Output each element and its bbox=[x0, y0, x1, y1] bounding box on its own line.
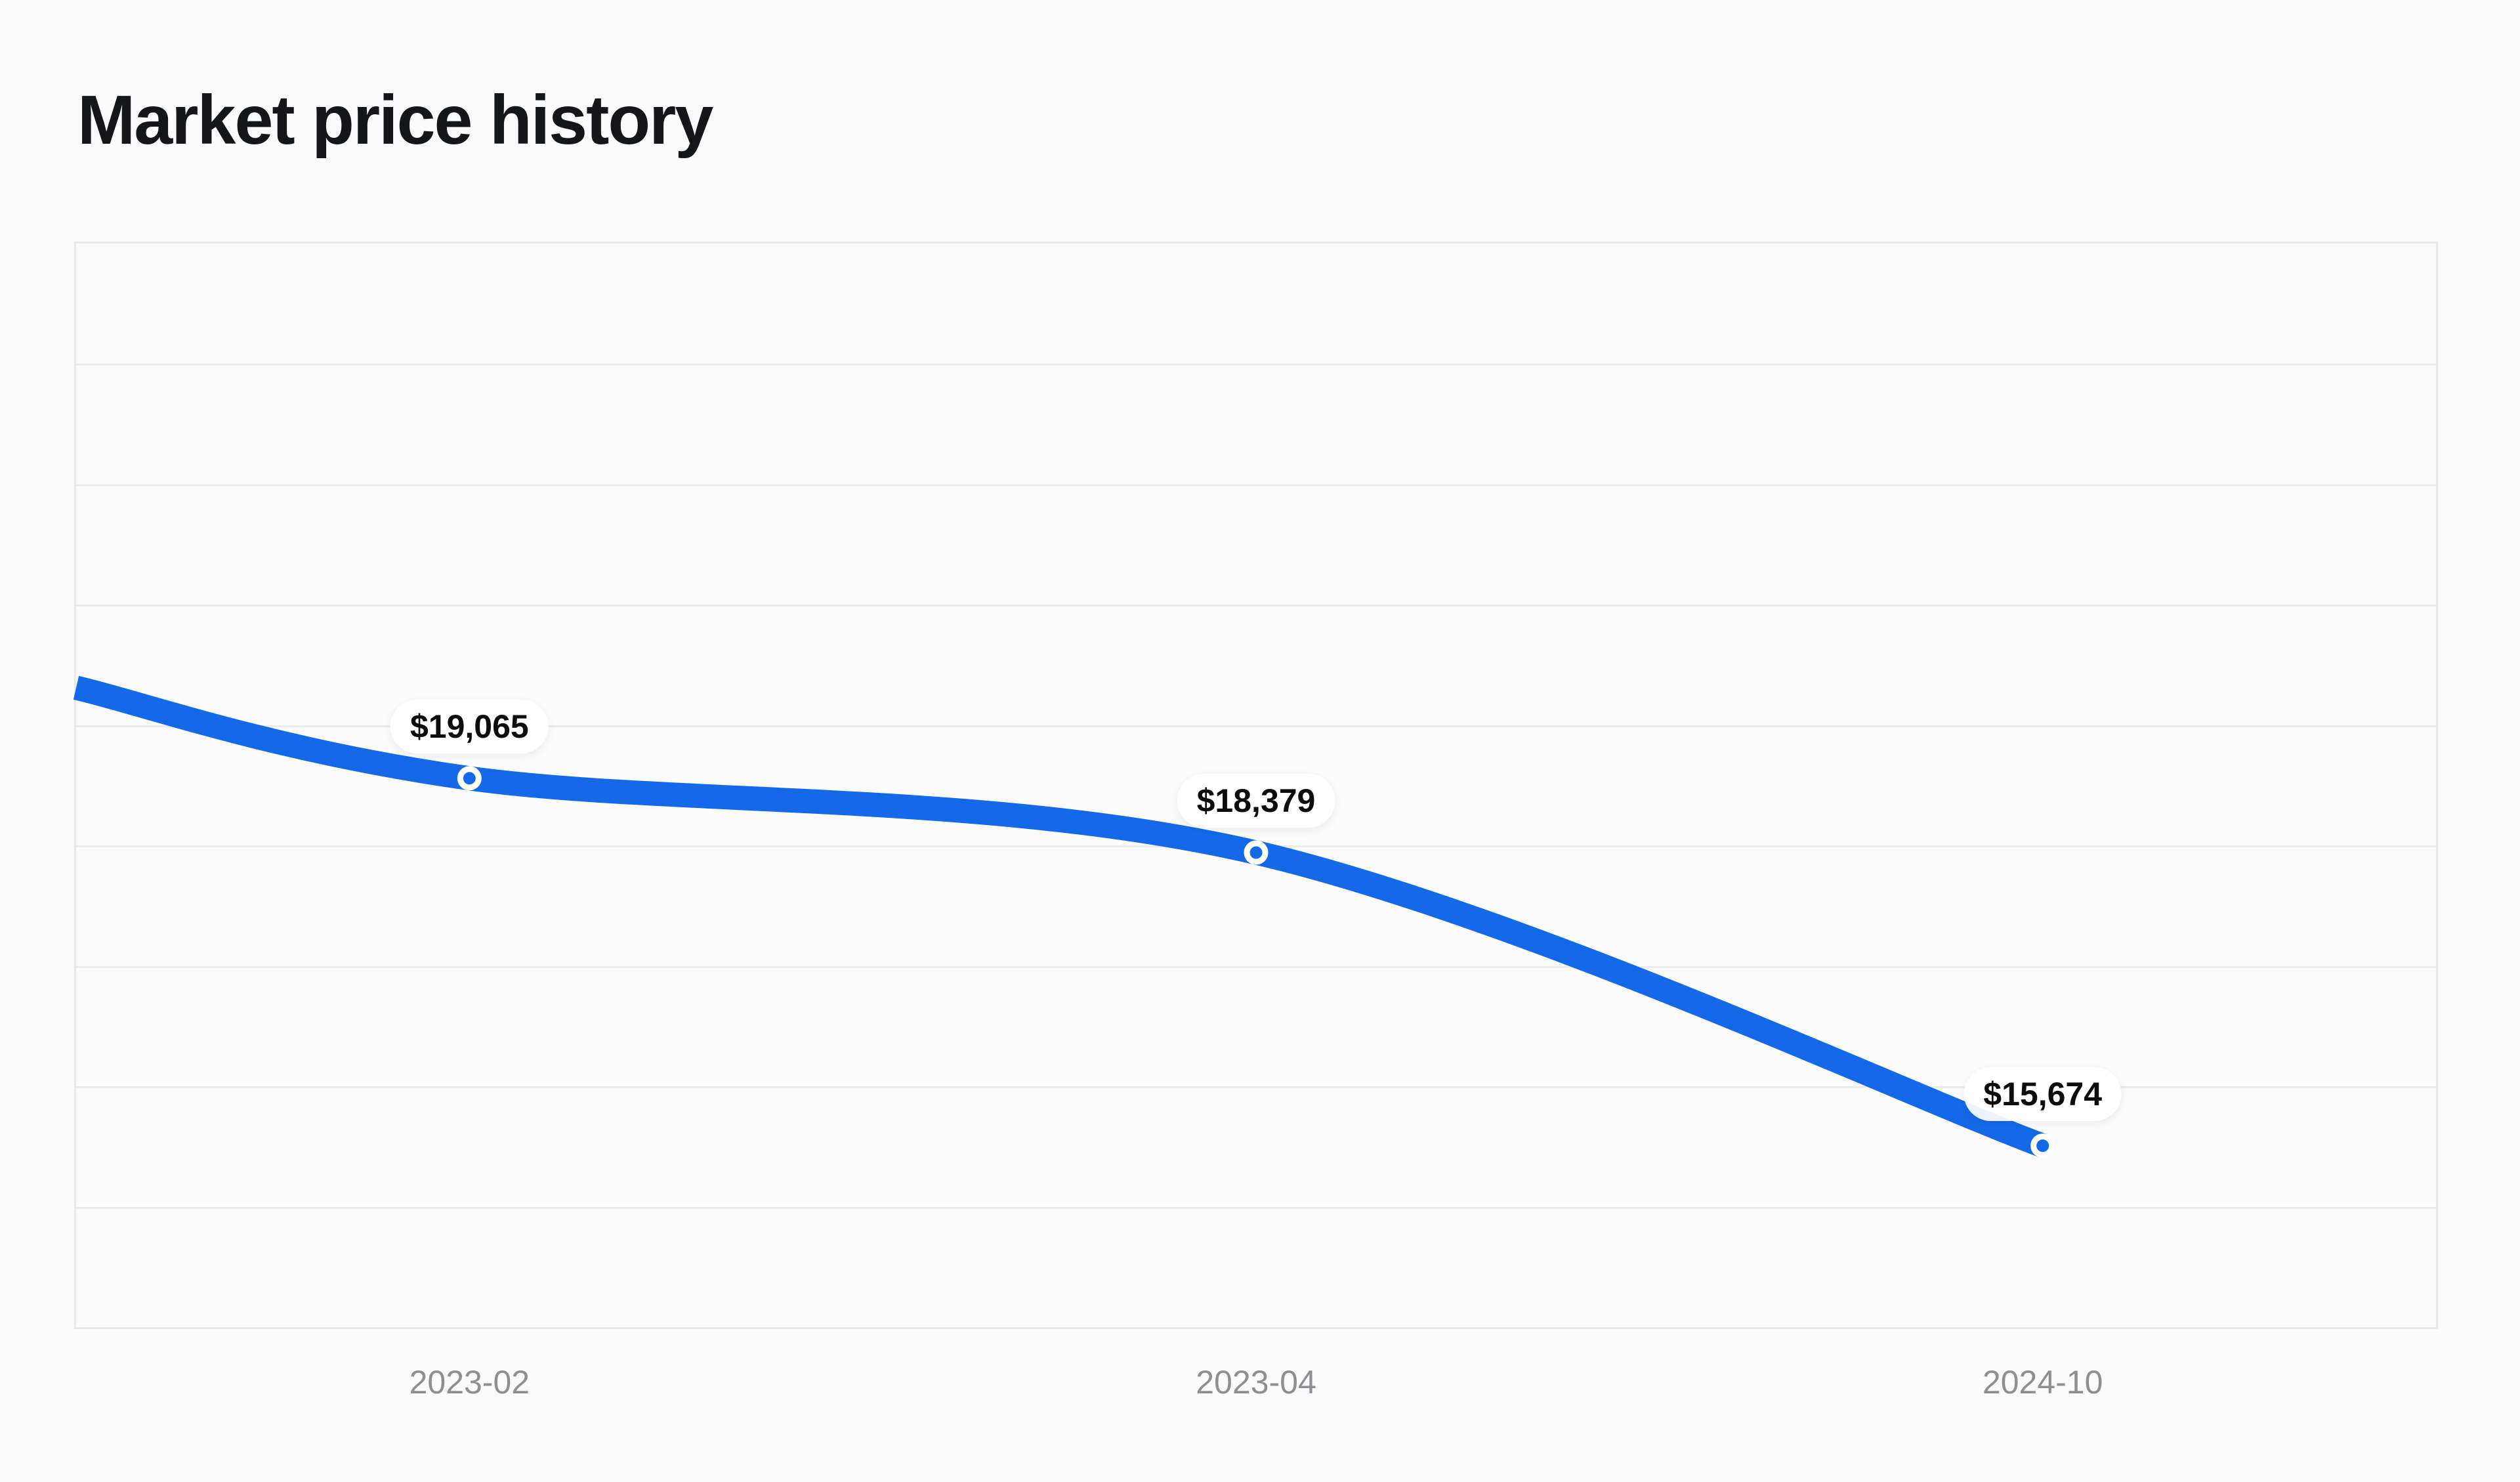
x-tick-label: 2023-02 bbox=[409, 1364, 530, 1401]
x-tick-label: 2023-04 bbox=[1196, 1364, 1316, 1401]
chart-title: Market price history bbox=[77, 81, 713, 159]
point-value-label: $15,674 bbox=[1964, 1067, 2122, 1121]
price-line-chart bbox=[73, 675, 2055, 1158]
price-line bbox=[73, 675, 2048, 1157]
data-point-marker[interactable] bbox=[1244, 840, 1269, 865]
data-point-marker[interactable] bbox=[457, 766, 482, 791]
x-tick-label: 2024-10 bbox=[1982, 1364, 2103, 1401]
point-value-label: $19,065 bbox=[390, 699, 549, 753]
data-point-marker[interactable] bbox=[2030, 1133, 2055, 1158]
point-value-label: $18,379 bbox=[1177, 774, 1335, 828]
plot-area: $19,065 $18,379 $15,674 2023-02 2023-04 2024… bbox=[73, 242, 2438, 1401]
